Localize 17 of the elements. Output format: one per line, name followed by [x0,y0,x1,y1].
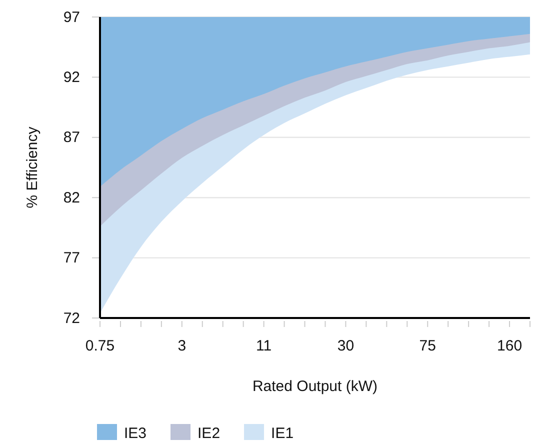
y-tick-label: 82 [63,189,80,206]
y-tick-label: 97 [63,8,80,26]
y-tick-label: 92 [63,69,80,86]
legend-label: IE3 [124,425,147,442]
x-tick-label: 3 [178,338,186,355]
y-tick-label: 72 [63,310,80,327]
y-axis-title: % Efficiency [24,126,41,208]
x-tick-label: 11 [256,338,272,355]
y-tick-label: 77 [63,250,80,267]
x-tick-label: 0.75 [85,338,115,355]
x-tick-label: 30 [337,338,354,355]
legend-label: IE2 [198,425,220,442]
x-axis-title: Rated Output (kW) [252,378,378,395]
x-tick-label: 75 [419,338,436,355]
legend-label: IE1 [271,425,294,442]
x-tick-label: 160 [497,338,522,355]
y-tick-label: 87 [63,129,80,146]
